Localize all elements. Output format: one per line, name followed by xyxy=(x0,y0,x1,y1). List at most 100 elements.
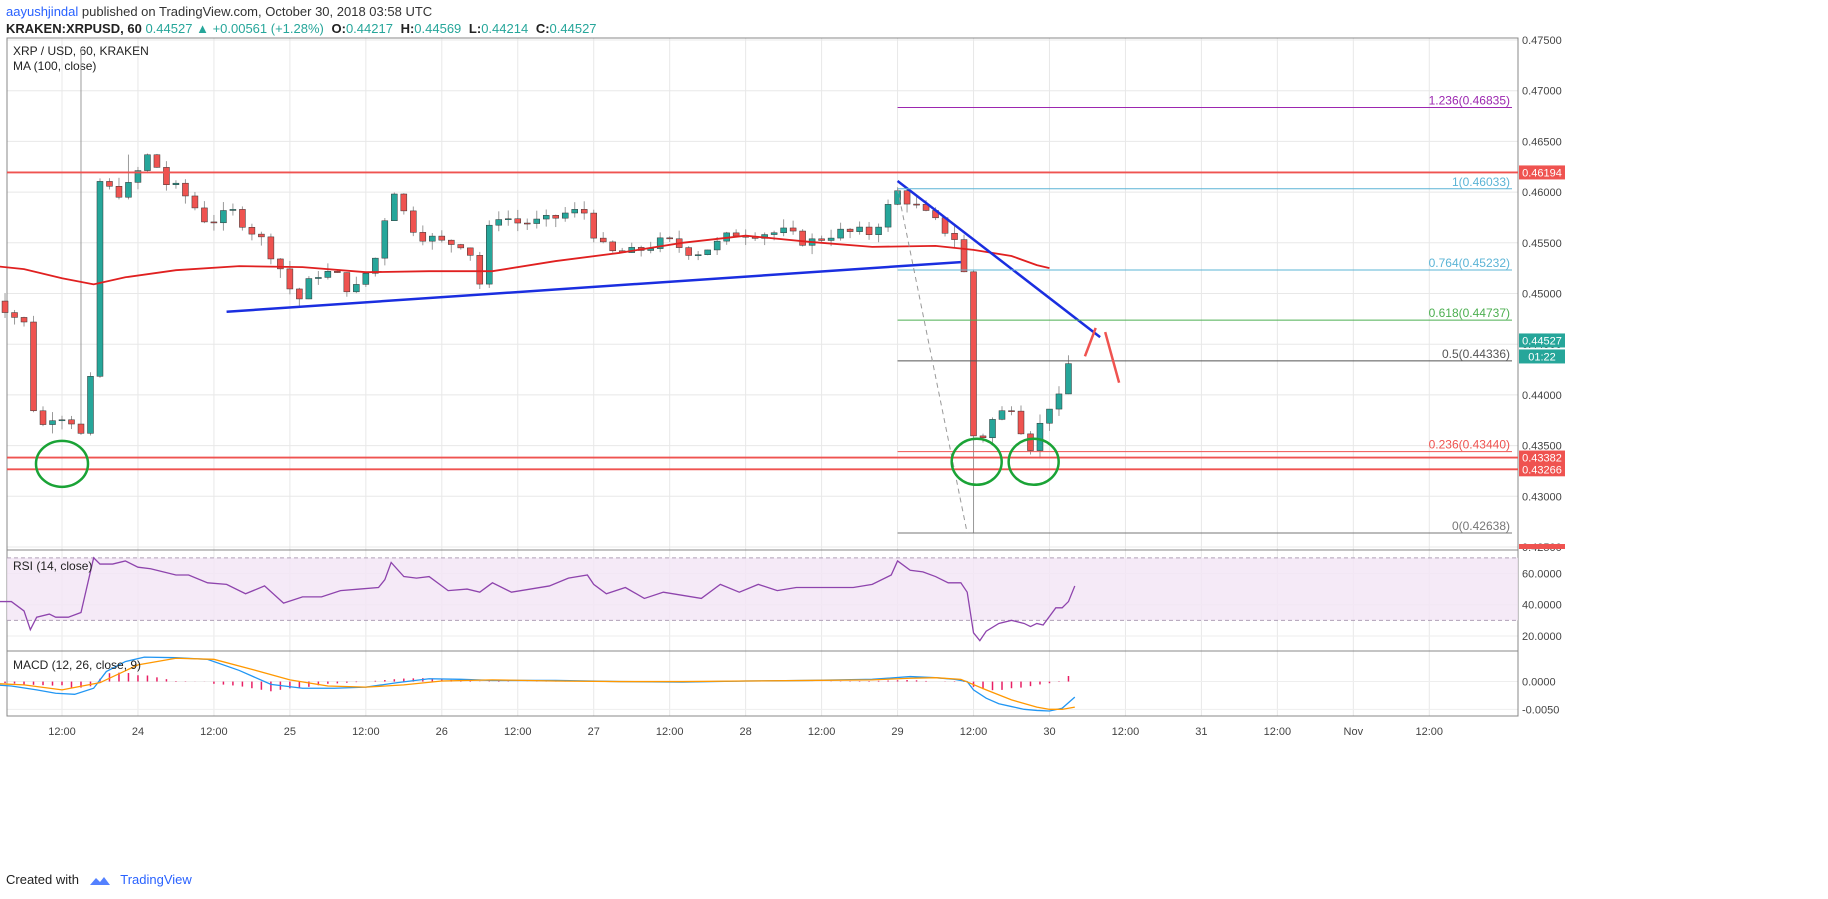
candle-body xyxy=(153,154,161,168)
candle-body xyxy=(201,207,208,223)
y-tick-label: 0.43500 xyxy=(1522,441,1562,453)
candle-body xyxy=(846,228,854,232)
candle-body xyxy=(315,277,322,279)
candle-body xyxy=(1,300,9,313)
candle-body xyxy=(628,247,635,253)
candle-body xyxy=(590,212,597,239)
ma-indicator-label: MA (100, close) xyxy=(13,59,96,73)
support-circle xyxy=(34,439,90,489)
candle-body xyxy=(837,228,844,239)
chart-grid xyxy=(7,38,1518,716)
candle-body xyxy=(761,234,768,239)
candle-body xyxy=(58,419,66,422)
x-tick-label: 12:00 xyxy=(656,726,684,738)
ma-100-line xyxy=(0,234,1050,286)
x-tick-label: 12:00 xyxy=(48,726,76,738)
candle-body xyxy=(362,273,370,285)
rsi-band xyxy=(7,557,1518,621)
macd-y-tick-label: 0.0000 xyxy=(1522,677,1556,689)
x-tick-label: 12:00 xyxy=(1416,726,1444,738)
fib-level-label: 0.5(0.44336) xyxy=(1442,347,1510,361)
candle-body xyxy=(789,227,797,232)
candle-body xyxy=(486,224,493,285)
candle-body xyxy=(989,419,996,439)
x-tick-label: 12:00 xyxy=(1112,726,1140,738)
candle-body xyxy=(267,236,275,260)
candle-body xyxy=(419,232,427,242)
countdown-badge xyxy=(1519,349,1565,364)
fib-level-label: 1.236(0.46835) xyxy=(1429,93,1510,107)
x-tick-label: 26 xyxy=(436,726,448,738)
candle-body xyxy=(125,182,132,198)
close-value: 0.44527 xyxy=(549,21,597,36)
symbol-label: KRAKEN:XRPUSD, 60 xyxy=(6,21,142,36)
low-label: L: xyxy=(468,21,482,36)
macd-line xyxy=(0,656,1076,712)
candle-body xyxy=(647,248,654,251)
level-price-label: 0.43382 xyxy=(1522,453,1562,465)
x-tick-label: 24 xyxy=(132,726,144,738)
candle-body xyxy=(637,247,645,251)
candle-body xyxy=(134,170,142,183)
tradingview-logo-icon xyxy=(89,876,110,885)
candle-body xyxy=(115,186,123,198)
x-tick-label: 29 xyxy=(891,726,903,738)
publish-info: aayushjindal published on TradingView.co… xyxy=(6,4,432,19)
candle-body xyxy=(542,215,550,220)
candle-body xyxy=(751,236,759,239)
footer: Created with TradingView xyxy=(6,872,192,887)
open-label: O: xyxy=(331,21,346,36)
candle-body xyxy=(144,154,151,171)
candle-body xyxy=(856,226,863,232)
ohlc-legend: KRAKEN:XRPUSD, 60 0.44527 ▲ +0.00561 (+1… xyxy=(6,21,597,36)
change-arrow-icon: ▲ xyxy=(196,21,209,36)
candle-body xyxy=(1046,408,1053,424)
candle-body xyxy=(875,226,882,235)
publish-text: published on TradingView.com, October 30… xyxy=(81,4,433,19)
author-link[interactable]: aayushjindal xyxy=(6,4,79,19)
candle-body xyxy=(106,181,113,187)
level-price-badge xyxy=(1519,450,1565,465)
candle-body xyxy=(599,237,607,243)
candle-body xyxy=(732,232,740,237)
macd-title: MACD (12, 26, close, 9) xyxy=(13,658,141,672)
x-tick-label: 12:00 xyxy=(960,726,988,738)
candle-body xyxy=(960,239,968,273)
candle-body xyxy=(865,226,873,235)
candle-body xyxy=(400,193,408,212)
candle-body xyxy=(49,420,56,425)
price-pane-title: XRP / USD, 60, KRAKEN xyxy=(13,44,149,58)
candle-body xyxy=(457,244,465,249)
last-price-label: 0.44527 xyxy=(1522,335,1562,347)
x-tick-label: 30 xyxy=(1043,726,1055,738)
candle-body xyxy=(941,217,949,234)
candle-body xyxy=(391,193,398,221)
macd-pane: MACD (12, 26, close, 9) xyxy=(0,656,1076,712)
candle-body xyxy=(505,218,512,220)
candle-body xyxy=(666,237,673,240)
candle-body xyxy=(286,268,294,290)
tradingview-link[interactable]: TradingView xyxy=(120,872,192,887)
high-label: H: xyxy=(400,21,415,36)
candle-body xyxy=(903,190,911,205)
fib-diagonal-line xyxy=(897,188,968,534)
price-change: +0.00561 (+1.28%) xyxy=(212,21,324,36)
candle-body xyxy=(894,190,901,205)
candle-body xyxy=(343,272,351,293)
candle-body xyxy=(524,222,531,225)
candle-body xyxy=(372,257,379,274)
candle-body xyxy=(163,167,170,185)
candle-body xyxy=(932,210,939,219)
fib-level-label: 0.764(0.45232) xyxy=(1429,256,1510,270)
candle-body xyxy=(723,232,730,242)
candle-body xyxy=(353,284,360,293)
countdown-label: 01:22 xyxy=(1528,351,1556,363)
candle-body xyxy=(694,254,702,256)
candle-body xyxy=(87,376,94,434)
x-tick-label: 12:00 xyxy=(1264,726,1292,738)
candle-body xyxy=(799,230,806,246)
candle-body xyxy=(979,435,987,439)
y-tick-label: 0.42500 xyxy=(1522,542,1562,554)
